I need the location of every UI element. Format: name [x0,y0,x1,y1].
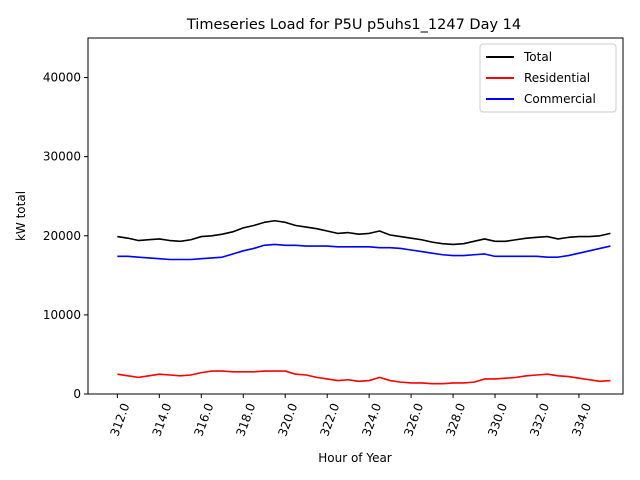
y-tick-label: 10000 [43,308,81,322]
series-line-total [117,219,611,246]
series-group [117,219,611,385]
series-line-commercial [117,243,611,261]
chart-title: Timeseries Load for P5U p5uhs1_1247 Day … [186,17,521,33]
legend-label-residential: Residential [524,71,590,85]
legend-label-total: Total [523,50,552,64]
y-axis-title: kW total [14,191,28,241]
y-tick-label: 20000 [43,229,81,243]
y-axis: 0 10000 20000 30000 40000 [43,71,88,401]
legend: Total Residential Commercial [479,43,617,113]
y-tick-label: 30000 [43,150,81,164]
series-line-residential [117,370,611,385]
plot-frame [87,37,624,395]
legend-label-commercial: Commercial [524,92,596,106]
y-tick-label: 40000 [43,71,81,85]
x-axis-title: Hour of Year [318,451,392,465]
legend-box [479,43,617,113]
y-tick-label: 0 [73,387,81,401]
